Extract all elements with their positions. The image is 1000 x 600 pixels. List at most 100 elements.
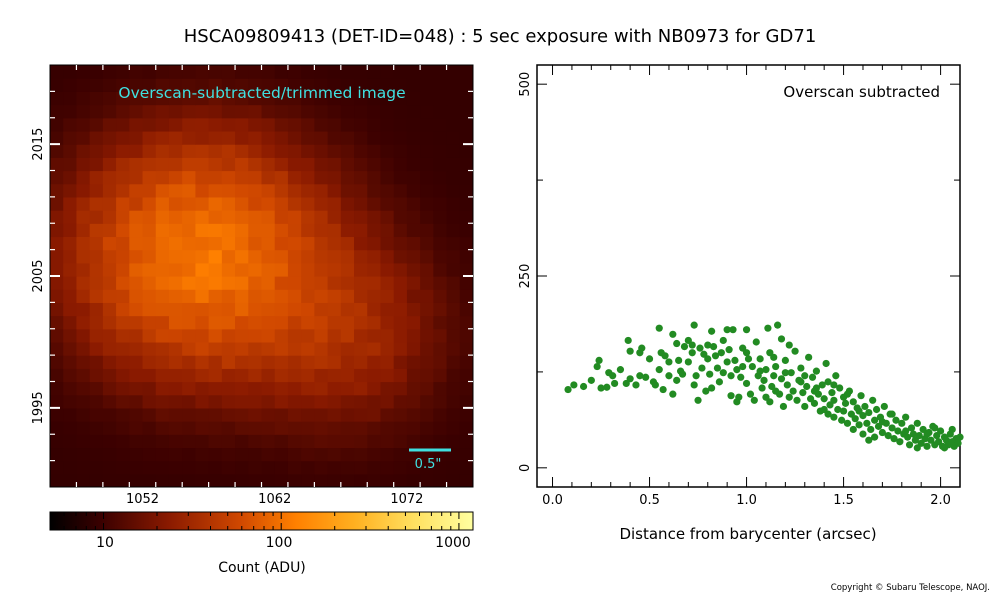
- heatmap-pixel: [446, 130, 461, 145]
- heatmap-pixel: [168, 394, 183, 409]
- heatmap-pixel: [354, 91, 368, 106]
- heatmap-pixel: [287, 434, 302, 449]
- heatmap-pixel: [63, 170, 78, 185]
- heatmap-pixel: [142, 460, 157, 475]
- heatmap-pixel: [327, 65, 342, 79]
- heatmap-pixel: [102, 394, 117, 409]
- heatmap-pixel: [142, 117, 157, 132]
- heatmap-pixel: [168, 368, 183, 383]
- heatmap-pixel: [367, 91, 382, 106]
- heatmap-pixel: [261, 407, 276, 422]
- heatmap-pixel: [420, 183, 434, 198]
- heatmap-pixel: [235, 460, 249, 475]
- heatmap-pixel: [420, 381, 434, 396]
- heatmap-pixel: [446, 368, 461, 383]
- heatmap-pixel: [129, 394, 144, 409]
- heatmap-pixel: [393, 183, 408, 198]
- heatmap-pixel: [459, 91, 473, 106]
- heatmap-pixel: [168, 447, 183, 462]
- heatmap-pixel: [155, 407, 170, 422]
- heatmap-pixel: [287, 302, 302, 317]
- heatmap-pixel: [102, 249, 117, 264]
- heatmap-pixel: [235, 130, 249, 145]
- heatmap-pixel: [142, 104, 157, 119]
- heatmap-pixel: [182, 236, 197, 251]
- scatter-point: [766, 398, 774, 406]
- heatmap-pixel: [195, 407, 210, 422]
- heatmap-pixel: [50, 196, 64, 211]
- heatmap-pixel: [393, 262, 408, 277]
- heatmap-pixel: [301, 447, 315, 462]
- scatter-y-tick-label: 500: [518, 72, 533, 97]
- scatter-tick-labels: 0.0 0.5 1.0 1.5 2.0 0 250 500: [518, 72, 951, 508]
- heatmap-pixel: [420, 394, 434, 409]
- heatmap-pixel: [340, 236, 355, 251]
- heatmap-pixel: [195, 117, 210, 132]
- heatmap-pixel: [433, 196, 448, 211]
- heatmap-pixel: [248, 381, 263, 396]
- heatmap-pixel: [459, 262, 473, 277]
- heatmap-pixel: [116, 276, 130, 290]
- heatmap-pixel: [459, 117, 473, 132]
- heatmap-pixel: [50, 394, 64, 409]
- image-x-tick-label: 1062: [258, 492, 291, 507]
- heatmap-pixel: [393, 381, 408, 396]
- scatter-point: [645, 355, 654, 363]
- heatmap-pixel: [182, 130, 197, 145]
- scatter-point: [717, 349, 725, 357]
- colorbar-tick-100: 100: [266, 535, 293, 551]
- heatmap-pixel: [76, 157, 91, 172]
- heatmap-pixel: [168, 381, 183, 396]
- scatter-point: [626, 347, 634, 355]
- heatmap-pixel: [433, 157, 448, 172]
- heatmap-pixel: [195, 460, 210, 475]
- heatmap-pixel: [340, 394, 355, 409]
- heatmap-pixel: [63, 65, 78, 79]
- heatmap-pixel: [314, 157, 329, 172]
- heatmap-pixel: [208, 276, 223, 290]
- heatmap-pixel: [446, 328, 461, 343]
- heatmap-pixel: [274, 289, 289, 303]
- heatmap-pixel: [380, 170, 395, 185]
- heatmap-pixel: [446, 302, 461, 317]
- scatter-point: [785, 393, 793, 401]
- heatmap-pixel: [367, 368, 382, 383]
- heatmap-pixel: [406, 381, 421, 396]
- heatmap-pixel: [63, 447, 78, 462]
- heatmap-pixel: [129, 289, 144, 303]
- scatter-point: [956, 433, 964, 441]
- heatmap-pixel: [129, 104, 144, 119]
- heatmap-pixel: [314, 262, 329, 277]
- scatter-point: [709, 342, 718, 351]
- heatmap-pixel: [274, 473, 289, 487]
- heatmap-pixel: [63, 130, 78, 145]
- scatter-point: [680, 342, 689, 351]
- scatter-y-tick-label: 250: [518, 264, 533, 289]
- heatmap-pixel: [182, 210, 197, 224]
- heatmap-pixel: [301, 341, 315, 356]
- heatmap-pixel: [168, 170, 183, 185]
- heatmap-pixel: [446, 473, 461, 487]
- heatmap-pixel: [406, 157, 421, 172]
- heatmap-pixel: [274, 394, 289, 409]
- heatmap-pixel: [182, 394, 197, 409]
- heatmap-pixel: [446, 104, 461, 119]
- heatmap-pixel: [50, 117, 64, 132]
- heatmap-pixel: [195, 104, 210, 119]
- heatmap-pixel: [195, 157, 210, 172]
- heatmap-pixel: [208, 473, 223, 487]
- heatmap-pixel: [63, 407, 78, 422]
- heatmap-pixel: [287, 117, 302, 132]
- scatter-point: [723, 326, 731, 334]
- heatmap-pixel: [50, 355, 64, 369]
- heatmap-pixel: [314, 341, 329, 356]
- heatmap-pixel: [433, 144, 448, 158]
- figure-title: HSCA09809413 (DET-ID=048) : 5 sec exposu…: [184, 26, 817, 47]
- heatmap-pixel: [287, 276, 302, 290]
- heatmap-pixel: [50, 289, 64, 303]
- heatmap-pixel: [446, 289, 461, 303]
- heatmap-pixel: [393, 447, 408, 462]
- heatmap-pixel: [393, 65, 408, 79]
- heatmap-pixel: [182, 341, 197, 356]
- heatmap-pixel: [102, 355, 117, 369]
